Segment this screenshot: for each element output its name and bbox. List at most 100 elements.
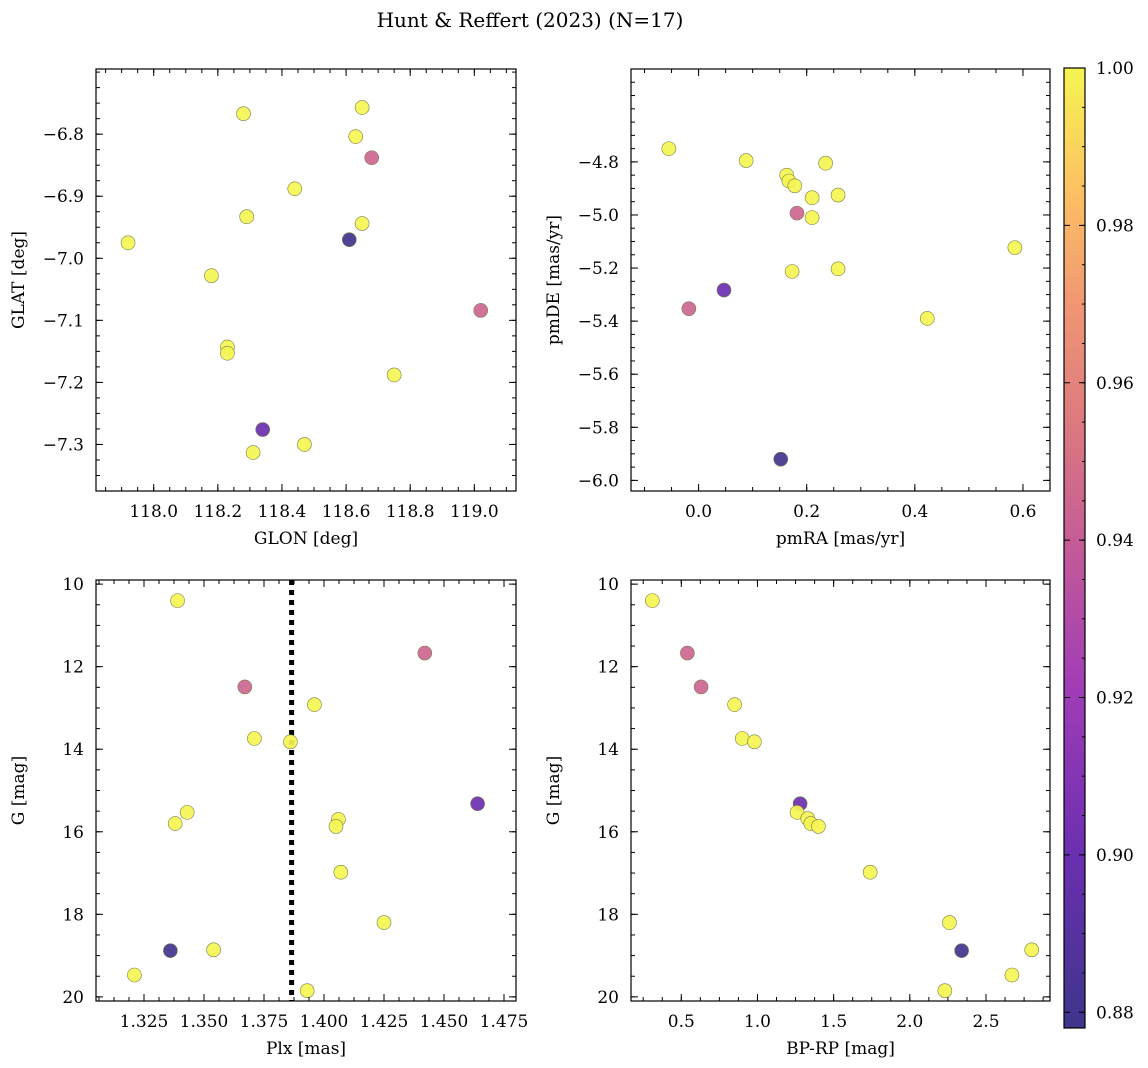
data-point <box>333 864 349 880</box>
data-point <box>1004 967 1020 983</box>
colorbar-gradient <box>1064 68 1085 1028</box>
figure-title: Hunt & Reffert (2023) (N=17) <box>377 8 684 32</box>
data-point <box>376 915 392 930</box>
x-axis-label: BP-RP [mag] <box>786 1039 895 1059</box>
x-tick-label: 0.5 <box>668 1012 695 1032</box>
plot-frame <box>630 68 1051 492</box>
data-point <box>830 261 846 277</box>
data-point <box>937 983 953 998</box>
y-tick-label: −6.8 <box>43 125 84 145</box>
colorbar-tick-label: 1.00 <box>1096 59 1134 79</box>
y-tick-label: 14 <box>62 740 84 760</box>
plot-frame <box>630 579 1051 1002</box>
data-point <box>787 178 803 194</box>
data-point <box>773 451 789 467</box>
data-point <box>237 679 253 695</box>
data-point <box>727 697 742 712</box>
y-axis-label: GLAT [deg] <box>9 231 29 329</box>
data-point <box>299 983 315 998</box>
data-point <box>341 232 357 247</box>
colorbar-tick-label: 0.92 <box>1096 689 1134 709</box>
y-tick-label: 20 <box>62 988 84 1008</box>
data-point <box>1024 942 1040 958</box>
x-tick-label: 0.2 <box>793 502 820 522</box>
data-point <box>470 796 485 812</box>
x-axis-label: GLON [deg] <box>254 529 358 549</box>
data-point <box>681 301 697 316</box>
data-point <box>661 141 677 156</box>
data-point <box>127 967 142 983</box>
x-tick-label: 1.5 <box>820 1012 847 1032</box>
y-tick-label: −5.6 <box>578 365 619 385</box>
y-tick-label: −5.8 <box>578 418 619 438</box>
data-point <box>354 100 370 115</box>
data-point <box>206 942 221 958</box>
x-tick-label: 118.6 <box>322 502 371 522</box>
y-tick-label: −5.0 <box>578 206 619 226</box>
x-tick-label: 2.5 <box>972 1012 999 1032</box>
y-tick-label: 18 <box>597 905 619 925</box>
panels: 118.0 118.2 118.4 118.6 118.8 119.0 −6.8 −6.9 −7… <box>9 68 1051 1059</box>
y-tick-label: −7.3 <box>43 435 84 455</box>
plot-frame <box>95 68 517 492</box>
data-point <box>738 153 754 168</box>
data-point <box>287 181 303 197</box>
y-tick-label: 16 <box>62 823 84 843</box>
data-point <box>734 731 750 746</box>
colorbar-tick-label: 0.98 <box>1096 216 1134 236</box>
data-point <box>645 593 660 608</box>
x-tick-label: 1.325 <box>120 1012 169 1032</box>
data-point <box>954 943 969 958</box>
data-point <box>747 734 762 750</box>
data-point <box>170 593 185 608</box>
data-point <box>283 734 298 750</box>
y-tick-label: 12 <box>597 658 619 678</box>
colorbar: 0.88 0.90 0.92 0.94 0.96 0.98 1.00 <box>1063 59 1134 1029</box>
x-tick-label: 0.4 <box>901 502 928 522</box>
y-tick-label: −7.1 <box>43 311 84 331</box>
x-tick-label: 1.350 <box>180 1012 229 1032</box>
data-point <box>163 943 178 958</box>
data-point <box>1007 240 1023 255</box>
x-axis-label: pmRA [mas/yr] <box>776 529 905 549</box>
y-axis-label: G [mag] <box>9 756 29 825</box>
x-tick-label: 1.425 <box>360 1012 409 1032</box>
scatter-panel-4: 0.5 1.0 1.5 2.0 2.5 10 12 14 16 18 20 BP-RP [mag] G … <box>544 575 1051 1059</box>
data-point <box>307 697 322 712</box>
y-tick-label: 10 <box>62 575 84 595</box>
scatter-panel-2: 0.0 0.2 0.4 0.6 −4.8 −5.0 −5.2 −5.4 −5.6 −5.8 −6.0… <box>544 68 1051 549</box>
data-point <box>364 150 380 166</box>
data-point <box>716 282 732 298</box>
data-point <box>804 190 820 206</box>
y-tick-label: 14 <box>597 740 619 760</box>
x-tick-label: 2.0 <box>896 1012 923 1032</box>
y-axis-label: pmDE [mas/yr] <box>544 215 564 345</box>
data-point <box>220 345 235 361</box>
data-point <box>693 679 709 695</box>
x-tick-label: 0.6 <box>1009 502 1036 522</box>
data-point <box>862 864 878 880</box>
data-point <box>297 437 312 452</box>
data-point <box>789 205 805 221</box>
y-tick-label: −6.0 <box>578 471 619 491</box>
data-point <box>179 805 195 820</box>
x-tick-label: 1.450 <box>420 1012 469 1032</box>
colorbar-tick-label: 0.96 <box>1096 374 1134 394</box>
data-point <box>804 210 820 225</box>
x-tick-label: 118.4 <box>258 502 307 522</box>
x-tick-label: 1.400 <box>300 1012 349 1032</box>
x-tick-label: 1.475 <box>480 1012 529 1032</box>
x-tick-label: 118.2 <box>193 502 242 522</box>
data-point <box>255 422 271 437</box>
y-tick-label: −6.9 <box>43 187 84 207</box>
scatter-panel-1: 118.0 118.2 118.4 118.6 118.8 119.0 −6.8 −6.9 −7… <box>9 68 517 549</box>
data-point <box>919 311 935 326</box>
y-axis-label: G [mag] <box>544 756 564 825</box>
data-point <box>818 155 833 171</box>
data-point <box>811 819 826 834</box>
x-tick-label: 118.8 <box>386 502 435 522</box>
y-tick-label: −4.8 <box>578 153 619 173</box>
data-point <box>942 915 957 930</box>
y-tick-label: −5.2 <box>578 259 619 279</box>
